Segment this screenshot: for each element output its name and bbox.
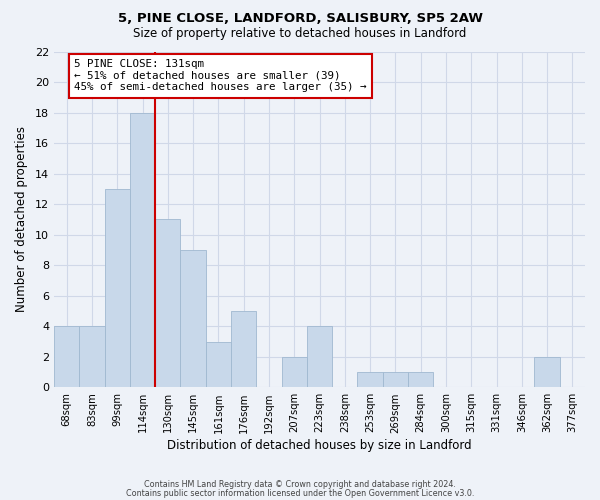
Bar (281, 357, 307, 388)
Bar (104, 189, 130, 388)
Bar (358, 372, 383, 388)
Text: 5, PINE CLOSE, LANDFORD, SALISBURY, SP5 2AW: 5, PINE CLOSE, LANDFORD, SALISBURY, SP5 … (118, 12, 482, 26)
Bar (408, 372, 433, 388)
Bar (54, 326, 79, 388)
Bar (383, 372, 408, 388)
Bar (231, 311, 256, 388)
Text: Contains HM Land Registry data © Crown copyright and database right 2024.: Contains HM Land Registry data © Crown c… (144, 480, 456, 489)
Text: Size of property relative to detached houses in Landford: Size of property relative to detached ho… (133, 28, 467, 40)
Bar (181, 250, 206, 388)
Bar (535, 357, 560, 388)
Bar (155, 220, 181, 388)
X-axis label: Distribution of detached houses by size in Landford: Distribution of detached houses by size … (167, 440, 472, 452)
Text: 5 PINE CLOSE: 131sqm
← 51% of detached houses are smaller (39)
45% of semi-detac: 5 PINE CLOSE: 131sqm ← 51% of detached h… (74, 59, 367, 92)
Bar (130, 112, 155, 388)
Text: Contains public sector information licensed under the Open Government Licence v3: Contains public sector information licen… (126, 488, 474, 498)
Y-axis label: Number of detached properties: Number of detached properties (15, 126, 28, 312)
Bar (79, 326, 104, 388)
Bar (206, 342, 231, 388)
Bar (307, 326, 332, 388)
